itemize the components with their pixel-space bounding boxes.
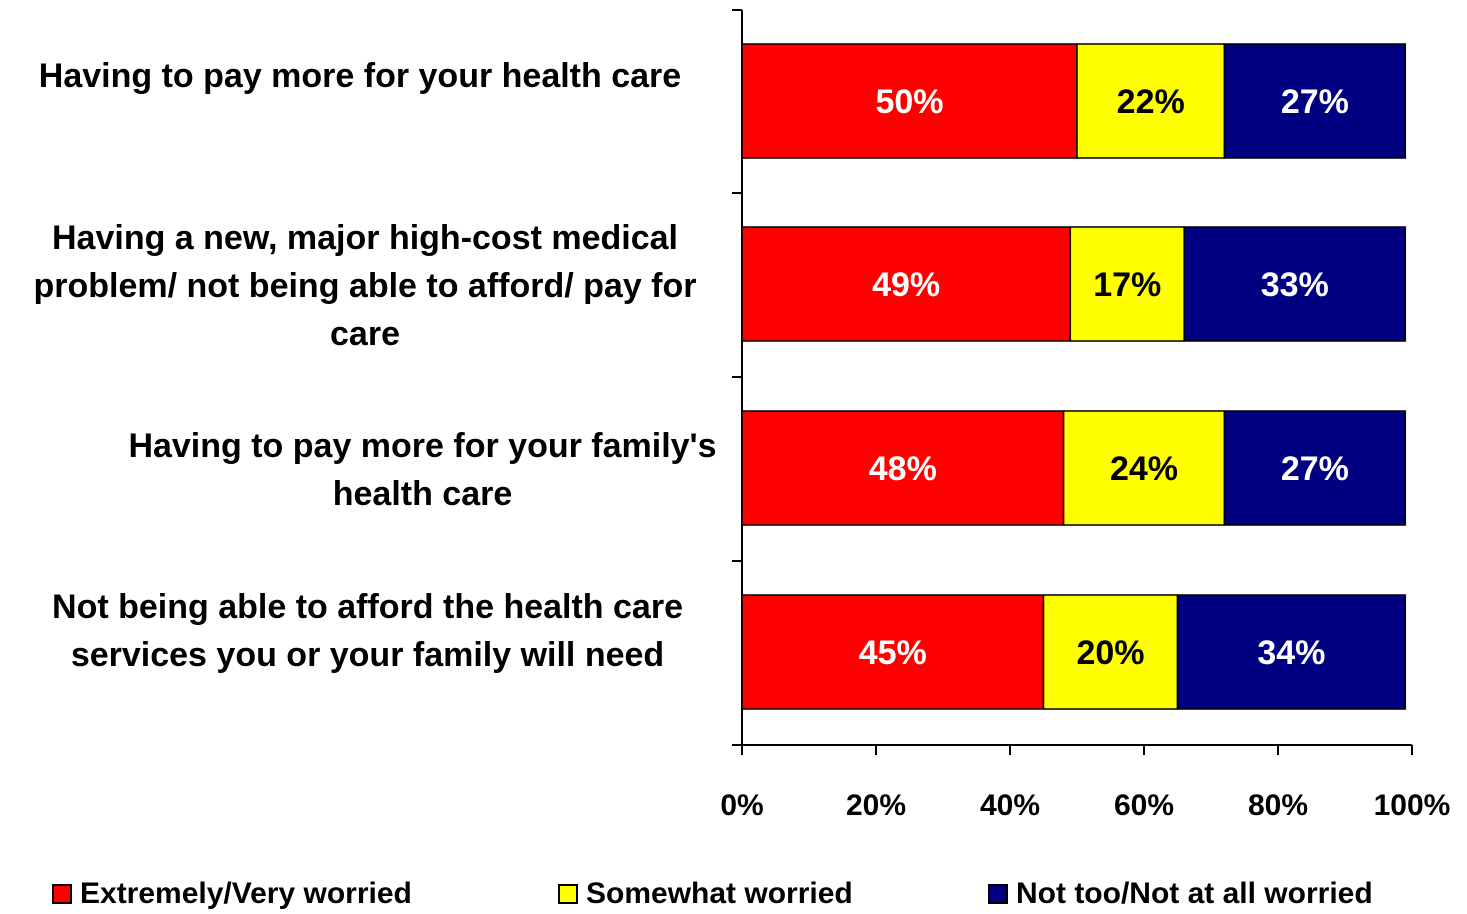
category-label-4: Not being able to afford the health care… [52, 588, 683, 674]
category-label-1: Having to pay more for your health care [38, 57, 682, 95]
x-tick-label: 100% [1374, 789, 1451, 822]
bar-segment [1042, 594, 1179, 710]
bar-data-label: 27% [1281, 83, 1349, 121]
bar-segment [1223, 410, 1407, 526]
bar-segment [1076, 43, 1226, 159]
bar-data-label: 22% [1117, 83, 1185, 121]
bar-data-label: 34% [1257, 634, 1325, 672]
x-tick-label: 40% [980, 789, 1040, 822]
legend-swatch-red [52, 884, 72, 904]
bar-data-label: 33% [1261, 266, 1329, 304]
x-tick-label: 20% [846, 789, 906, 822]
bar-data-label: 48% [869, 450, 937, 488]
bar-data-label: 49% [872, 266, 940, 304]
bar-segment [1223, 43, 1407, 159]
category-label-3: Having to pay more for your family's hea… [128, 427, 717, 513]
bar-segment [741, 410, 1065, 526]
category-label-2: Having a new, major high-cost medical pr… [33, 219, 697, 353]
legend-item-not-too-not-at-all-worried: Not too/Not at all worried [988, 874, 1373, 914]
legend: Extremely/Very worried Somewhat worried … [0, 874, 1467, 914]
bar-data-label: 24% [1110, 450, 1178, 488]
bar-data-label: 45% [859, 634, 927, 672]
legend-label: Not too/Not at all worried [1016, 877, 1373, 910]
x-tick-label: 80% [1248, 789, 1308, 822]
bar-segment [741, 226, 1072, 342]
legend-item-extremely-very-worried: Extremely/Very worried [52, 874, 412, 914]
x-tick-label: 60% [1114, 789, 1174, 822]
bar-segment [741, 43, 1078, 159]
bar-segment [1176, 594, 1407, 710]
bar-segment [1069, 226, 1185, 342]
bar-data-label: 50% [875, 83, 943, 121]
legend-label: Somewhat worried [586, 877, 853, 910]
legend-item-somewhat-worried: Somewhat worried [558, 874, 853, 914]
x-tick-label: 0% [720, 789, 763, 822]
legend-label: Extremely/Very worried [80, 877, 412, 910]
legend-swatch-navy [988, 884, 1008, 904]
bar-data-label: 27% [1281, 450, 1349, 488]
bar-segment [1183, 226, 1407, 342]
bar-segment [1062, 410, 1226, 526]
legend-swatch-yellow [558, 884, 578, 904]
bar-data-label: 17% [1093, 266, 1161, 304]
bar-data-label: 20% [1076, 634, 1144, 672]
